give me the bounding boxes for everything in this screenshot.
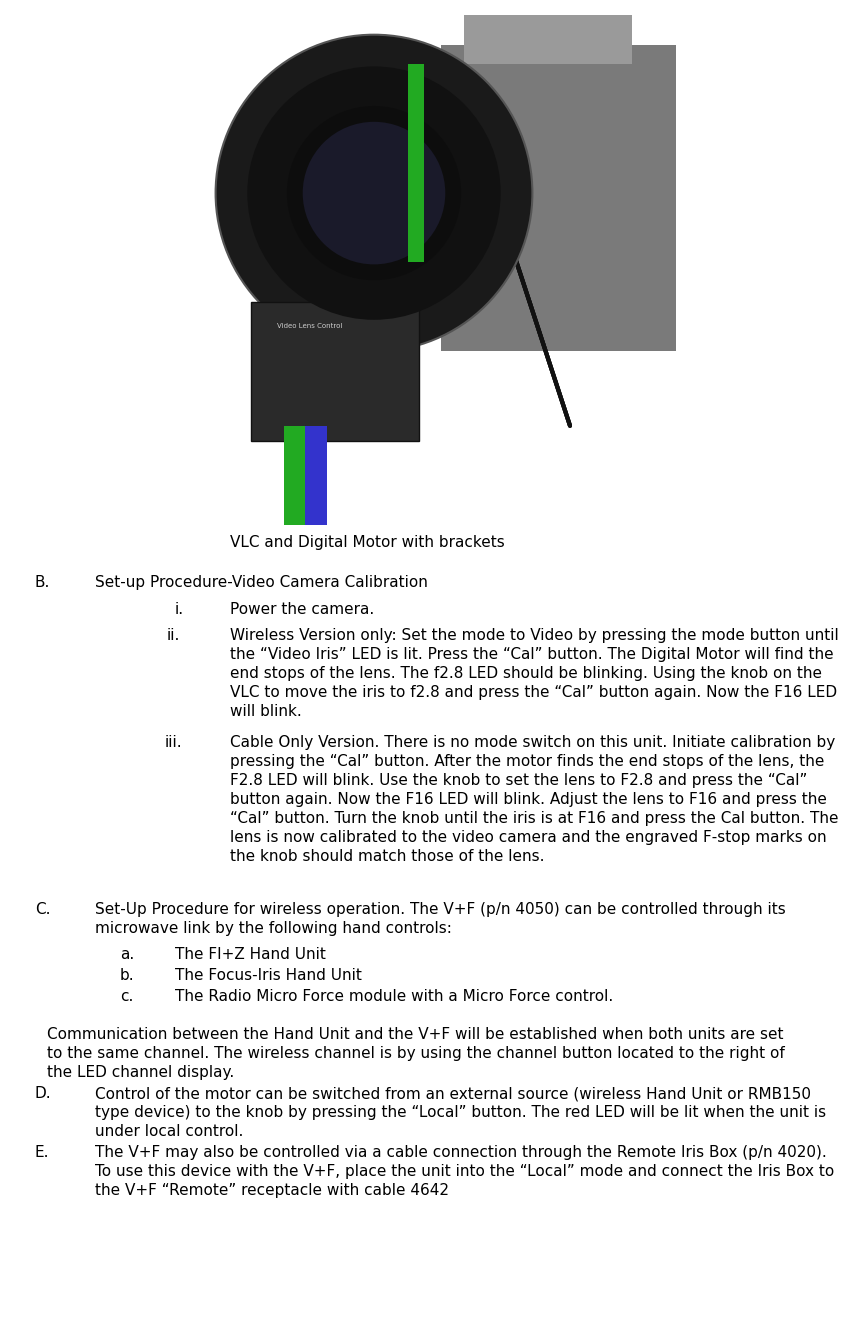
Text: the “Video Iris” LED is lit. Press the “Cal” button. The Digital Motor will find: the “Video Iris” LED is lit. Press the “…	[230, 647, 833, 662]
Bar	[441, 44, 677, 352]
Circle shape	[248, 66, 501, 320]
Text: B.: B.	[35, 575, 51, 590]
Text: under local control.: under local control.	[95, 1124, 243, 1139]
Text: will blink.: will blink.	[230, 704, 302, 720]
Text: Set-up Procedure-Video Camera Calibration: Set-up Procedure-Video Camera Calibratio…	[95, 575, 428, 590]
Circle shape	[287, 106, 461, 281]
Text: The Focus-Iris Hand Unit: The Focus-Iris Hand Unit	[175, 968, 362, 983]
Text: pressing the “Cal” button. After the motor finds the end stops of the lens, the: pressing the “Cal” button. After the mot…	[230, 753, 825, 768]
Text: i.: i.	[175, 602, 184, 616]
Text: C.: C.	[35, 901, 51, 917]
Bar	[285, 426, 307, 525]
Text: Video Lens Control: Video Lens Control	[277, 322, 342, 329]
Text: The Radio Micro Force module with a Micro Force control.: The Radio Micro Force module with a Micr…	[175, 990, 613, 1005]
Text: the knob should match those of the lens.: the knob should match those of the lens.	[230, 849, 544, 864]
Text: end stops of the lens. The f2.8 LED should be blinking. Using the knob on the: end stops of the lens. The f2.8 LED shou…	[230, 666, 822, 681]
Text: D.: D.	[35, 1086, 52, 1101]
Text: Cable Only Version. There is no mode switch on this unit. Initiate calibration b: Cable Only Version. There is no mode swi…	[230, 735, 835, 749]
Text: iii.: iii.	[165, 735, 182, 749]
Text: Set-Up Procedure for wireless operation. The V+F (p/n 4050) can be controlled th: Set-Up Procedure for wireless operation.…	[95, 901, 786, 917]
Text: lens is now calibrated to the video camera and the engraved F-stop marks on: lens is now calibrated to the video came…	[230, 830, 826, 845]
Bar	[408, 64, 424, 262]
Text: the LED channel display.: the LED channel display.	[47, 1065, 234, 1080]
Text: Wireless Version only: Set the mode to Video by pressing the mode button until: Wireless Version only: Set the mode to V…	[230, 629, 838, 643]
Circle shape	[303, 122, 445, 265]
Text: VLC and Digital Motor with brackets: VLC and Digital Motor with brackets	[230, 535, 505, 551]
Bar	[318, 277, 363, 376]
Text: “Cal” button. Turn the knob until the iris is at F16 and press the Cal button. T: “Cal” button. Turn the knob until the ir…	[230, 811, 838, 826]
Circle shape	[216, 35, 532, 352]
Text: type device) to the knob by pressing the “Local” button. The red LED will be lit: type device) to the knob by pressing the…	[95, 1105, 826, 1120]
Text: F2.8 LED will blink. Use the knob to set the lens to F2.8 and press the “Cal”: F2.8 LED will blink. Use the knob to set…	[230, 772, 808, 787]
Bar	[464, 15, 631, 64]
Text: The FI+Z Hand Unit: The FI+Z Hand Unit	[175, 947, 326, 963]
Text: to the same channel. The wireless channel is by using the channel button located: to the same channel. The wireless channe…	[47, 1046, 784, 1061]
Text: Control of the motor can be switched from an external source (wireless Hand Unit: Control of the motor can be switched fro…	[95, 1086, 811, 1101]
Text: button again. Now the F16 LED will blink. Adjust the lens to F16 and press the: button again. Now the F16 LED will blink…	[230, 791, 826, 807]
Text: E.: E.	[35, 1146, 50, 1160]
Bar	[251, 302, 419, 441]
Text: a.: a.	[120, 947, 134, 963]
Bar	[304, 426, 327, 525]
Text: ii.: ii.	[167, 629, 181, 643]
Text: VLC to move the iris to f2.8 and press the “Cal” button again. Now the F16 LED: VLC to move the iris to f2.8 and press t…	[230, 685, 837, 700]
Text: To use this device with the V+F, place the unit into the “Local” mode and connec: To use this device with the V+F, place t…	[95, 1164, 834, 1179]
Text: Communication between the Hand Unit and the V+F will be established when both un: Communication between the Hand Unit and …	[47, 1027, 783, 1042]
Text: Power the camera.: Power the camera.	[230, 602, 374, 616]
Text: the V+F “Remote” receptacle with cable 4642: the V+F “Remote” receptacle with cable 4…	[95, 1183, 449, 1198]
Text: b.: b.	[120, 968, 135, 983]
Text: The V+F may also be controlled via a cable connection through the Remote Iris Bo: The V+F may also be controlled via a cab…	[95, 1146, 826, 1160]
Text: c.: c.	[120, 990, 133, 1005]
Text: microwave link by the following hand controls:: microwave link by the following hand con…	[95, 921, 452, 936]
